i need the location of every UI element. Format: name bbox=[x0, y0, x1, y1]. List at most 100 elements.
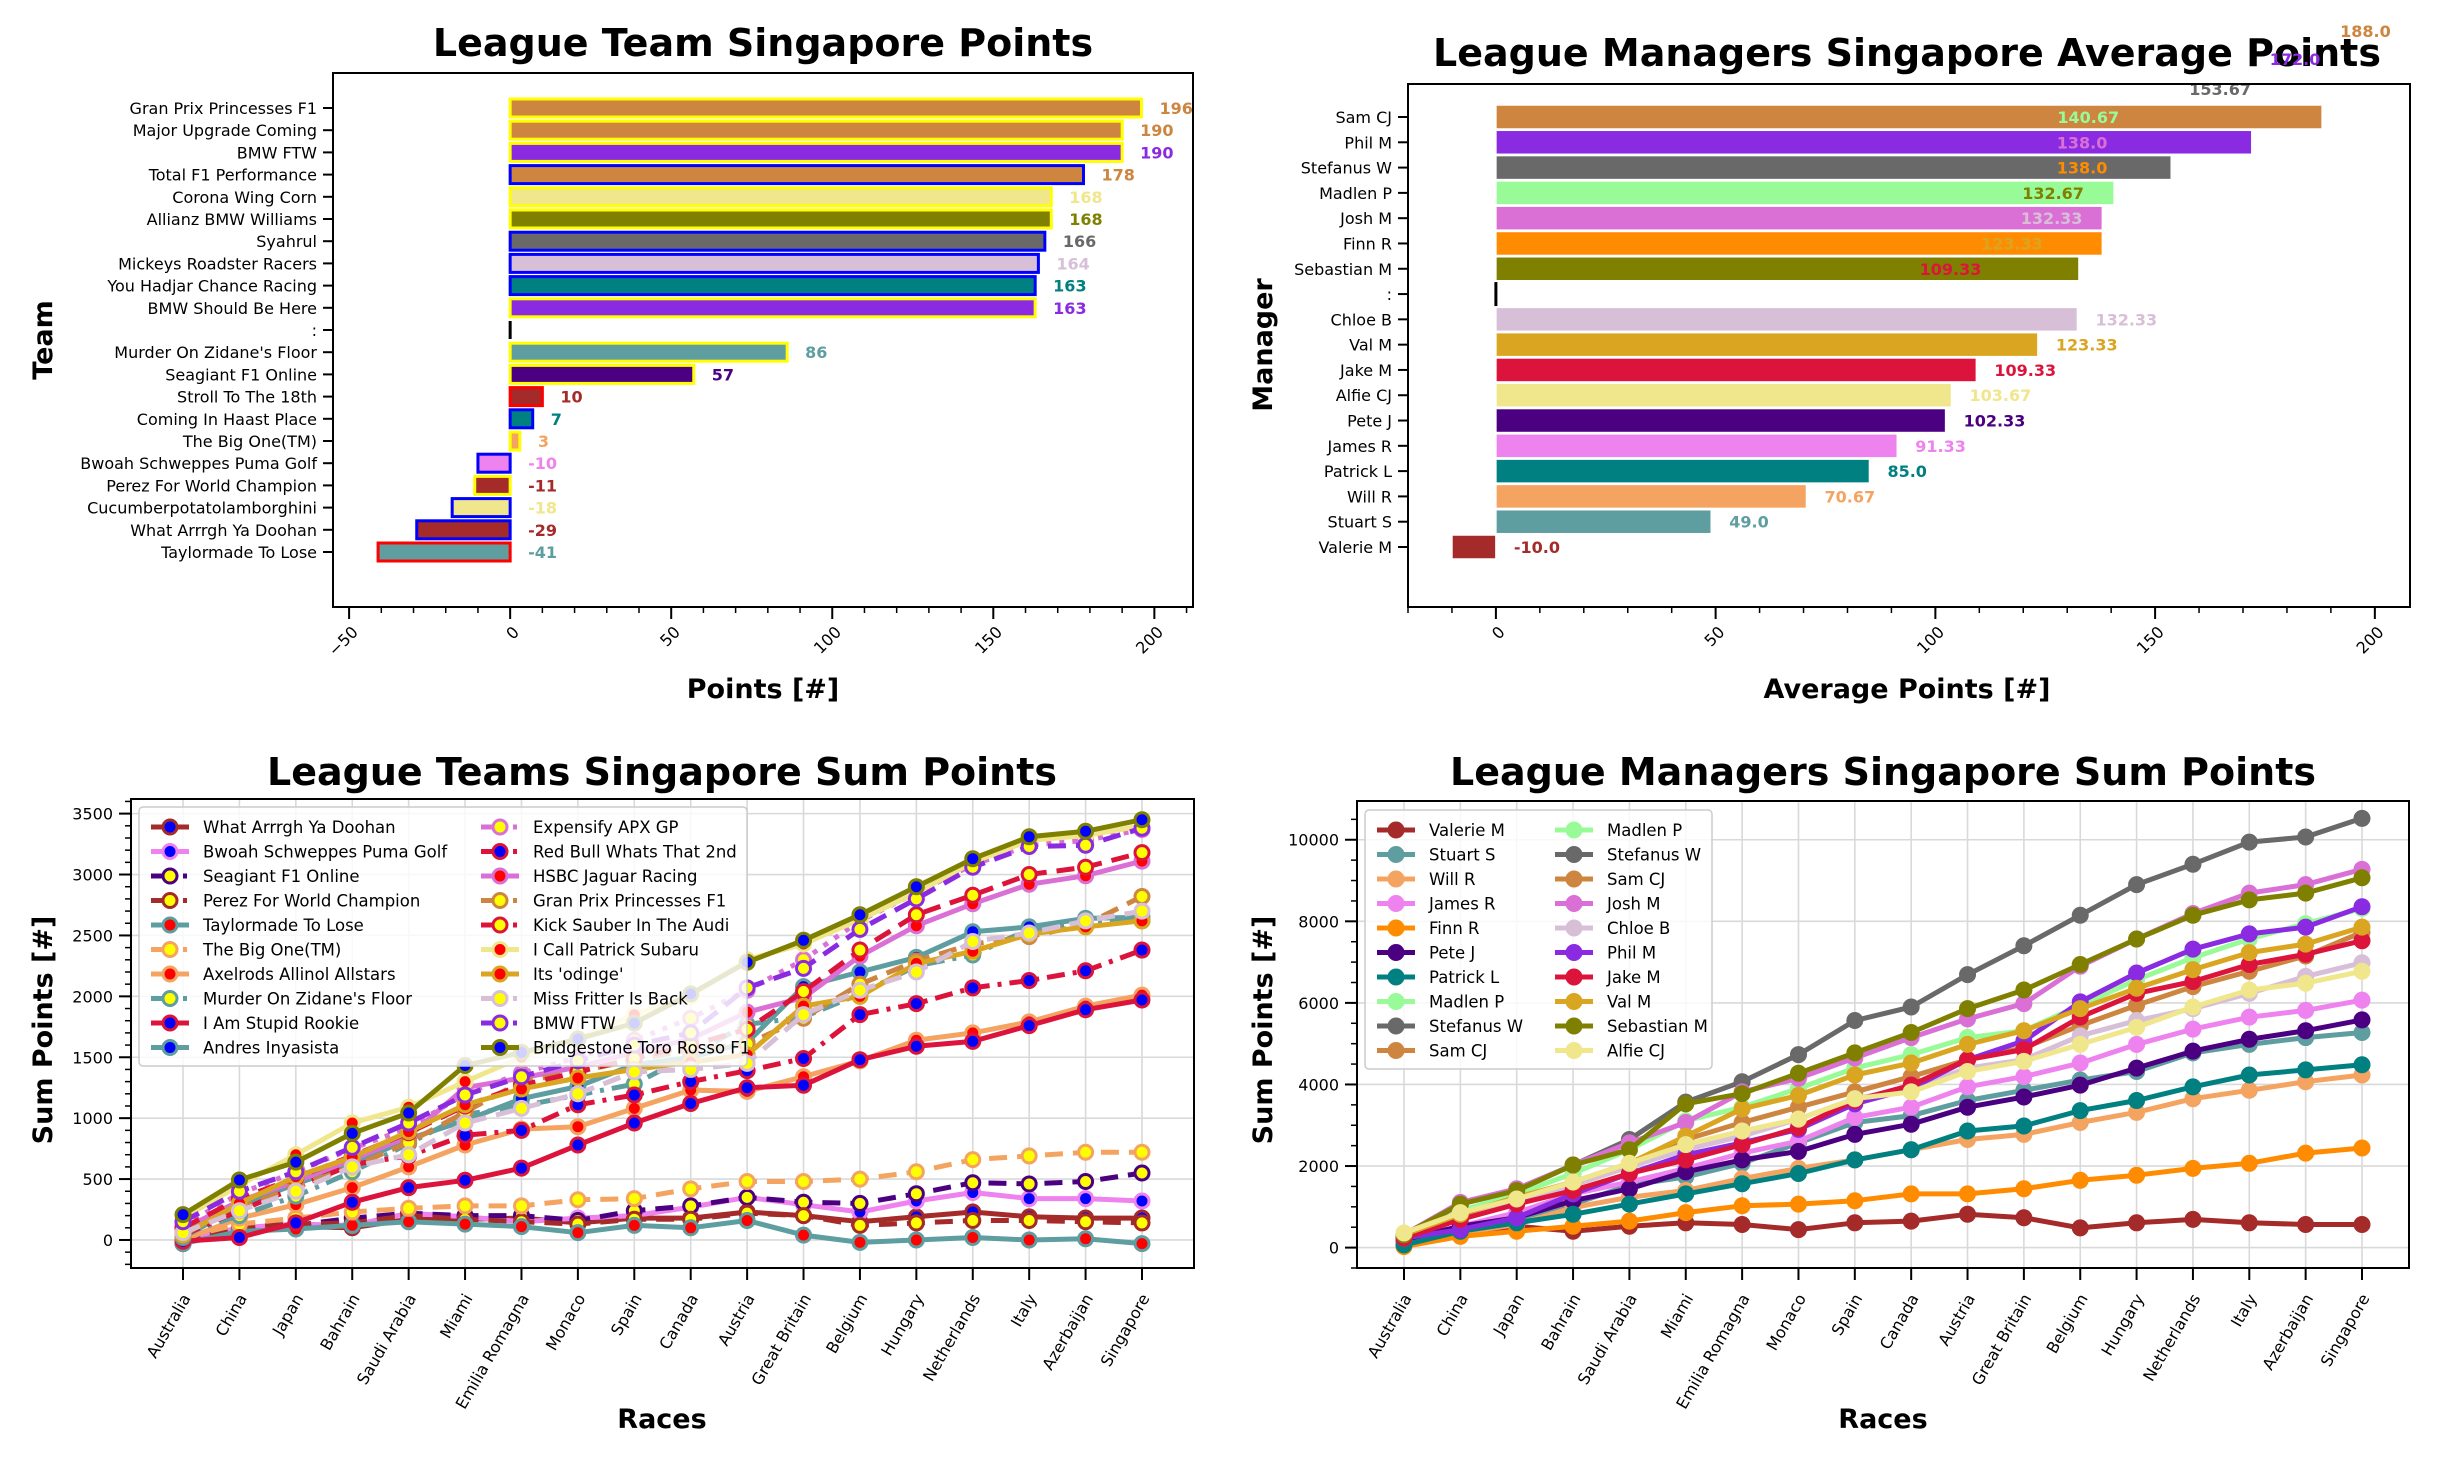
data-point bbox=[851, 1216, 869, 1234]
data-point bbox=[2184, 855, 2202, 873]
data-point bbox=[1020, 866, 1038, 884]
data-point bbox=[851, 1233, 869, 1251]
data-point bbox=[1133, 811, 1151, 829]
manager-average-chart: League Managers Singapore Average Points… bbox=[1248, 22, 2411, 705]
legend-marker-swatch bbox=[161, 990, 179, 1007]
y-tick-label: BMW Should Be Here bbox=[148, 299, 317, 318]
bar bbox=[508, 341, 789, 363]
legend-marker-swatch bbox=[161, 892, 179, 909]
y-tick-label: 1000 bbox=[72, 1109, 113, 1128]
data-point bbox=[2128, 1091, 2146, 1109]
data-point bbox=[2353, 1139, 2371, 1157]
legend-item: Bwoah Schweppes Puma Golf bbox=[151, 843, 448, 862]
data-point bbox=[1846, 1192, 1864, 1210]
y-tick-label: : bbox=[1387, 285, 1392, 304]
data-point bbox=[569, 1069, 587, 1087]
data-point bbox=[1620, 1154, 1638, 1172]
legend-label: Pete J bbox=[1429, 944, 1475, 963]
plot-frame bbox=[130, 798, 1195, 1269]
legend-marker-swatch bbox=[161, 965, 179, 983]
bar bbox=[1495, 407, 1947, 434]
legend-item: Taylormade To Lose bbox=[151, 916, 364, 935]
data-point bbox=[1020, 1190, 1038, 1208]
data-point bbox=[1020, 924, 1038, 942]
data-point bbox=[907, 1214, 925, 1232]
data-point bbox=[512, 1068, 530, 1086]
data-point bbox=[1077, 962, 1095, 980]
legend-marker-swatch bbox=[161, 867, 179, 885]
data-point bbox=[2353, 1056, 2371, 1074]
data-point bbox=[2184, 1159, 2202, 1177]
bar-value-label: 163 bbox=[1053, 299, 1086, 318]
legend-label: Jake M bbox=[1606, 968, 1661, 987]
y-tick-label: Finn R bbox=[1343, 234, 1392, 253]
legend-marker-swatch bbox=[1565, 993, 1583, 1010]
data-point bbox=[230, 1171, 248, 1189]
legend-item: Andres Inyasista bbox=[151, 1039, 339, 1058]
y-tick-label: Valerie M bbox=[1318, 538, 1392, 557]
legend-marker-swatch bbox=[1387, 944, 1405, 961]
y-tick-label: 0 bbox=[1329, 1239, 1339, 1258]
data-point bbox=[1733, 1136, 1751, 1154]
data-point bbox=[1902, 1083, 1920, 1101]
bar bbox=[1495, 154, 2172, 181]
team-points-chart: League Team Singapore Points Points [#] … bbox=[28, 21, 1194, 705]
bar bbox=[1495, 382, 1953, 408]
series-line bbox=[182, 947, 1143, 1238]
data-point bbox=[343, 1158, 361, 1176]
bar-value-label: 172.0 bbox=[2270, 50, 2321, 69]
legend-item: Perez For World Champion bbox=[151, 892, 420, 911]
series-line bbox=[1403, 1017, 2363, 1243]
y-tick-label: 3500 bbox=[72, 805, 113, 824]
data-point bbox=[569, 1136, 587, 1154]
bar bbox=[508, 275, 1037, 297]
bar bbox=[1495, 433, 1899, 459]
data-point bbox=[1733, 1197, 1751, 1215]
data-point bbox=[2015, 1022, 2033, 1040]
legend-marker-swatch bbox=[161, 843, 179, 860]
data-point bbox=[907, 995, 925, 1013]
data-point bbox=[2128, 1035, 2146, 1053]
data-point bbox=[2353, 1215, 2371, 1233]
data-point bbox=[2353, 962, 2371, 980]
data-point bbox=[964, 933, 982, 951]
legend-item: Miss Fritter Is Back bbox=[481, 990, 688, 1009]
data-point bbox=[400, 1146, 418, 1164]
bar bbox=[508, 97, 1143, 119]
legend-label: Axelrods Allinol Allstars bbox=[203, 965, 396, 984]
legend-marker-swatch bbox=[161, 941, 179, 958]
data-point bbox=[1789, 1046, 1807, 1064]
data-point bbox=[795, 1207, 813, 1225]
legend-label: Sam CJ bbox=[1429, 1042, 1487, 1061]
y-axis-label: Team bbox=[28, 300, 59, 380]
legend-label: Val M bbox=[1607, 993, 1651, 1012]
bar bbox=[508, 186, 1053, 208]
y-tick-label: Perez For World Champion bbox=[106, 476, 317, 495]
legend-marker-swatch bbox=[1565, 821, 1583, 839]
y-tick-label: 10000 bbox=[1288, 831, 1339, 850]
data-point bbox=[1789, 1221, 1807, 1239]
y-tick-label: 2000 bbox=[1298, 1157, 1339, 1176]
data-point bbox=[1077, 1001, 1095, 1019]
data-point bbox=[851, 1006, 869, 1024]
series-line bbox=[1403, 1145, 2363, 1250]
legend-label: Madlen P bbox=[1429, 993, 1504, 1012]
data-point bbox=[1846, 1108, 1864, 1126]
data-point bbox=[2353, 918, 2371, 936]
y-tick-label: : bbox=[312, 321, 317, 340]
y-tick-label: Gran Prix Princesses F1 bbox=[130, 99, 317, 118]
data-point bbox=[1620, 1212, 1638, 1230]
legend-marker-swatch bbox=[161, 916, 179, 934]
data-point bbox=[512, 1197, 530, 1215]
data-point bbox=[795, 1076, 813, 1094]
y-tick-label: Sebastian M bbox=[1294, 260, 1392, 279]
data-point bbox=[230, 1229, 248, 1247]
data-point bbox=[2297, 974, 2315, 992]
legend-item: Red Bull Whats That 2nd bbox=[481, 843, 737, 862]
data-point bbox=[569, 1191, 587, 1209]
data-point bbox=[738, 1188, 756, 1206]
bar bbox=[508, 321, 512, 339]
bar bbox=[1495, 508, 1712, 535]
y-tick-label: 8000 bbox=[1298, 912, 1339, 931]
data-point bbox=[1733, 1085, 1751, 1103]
